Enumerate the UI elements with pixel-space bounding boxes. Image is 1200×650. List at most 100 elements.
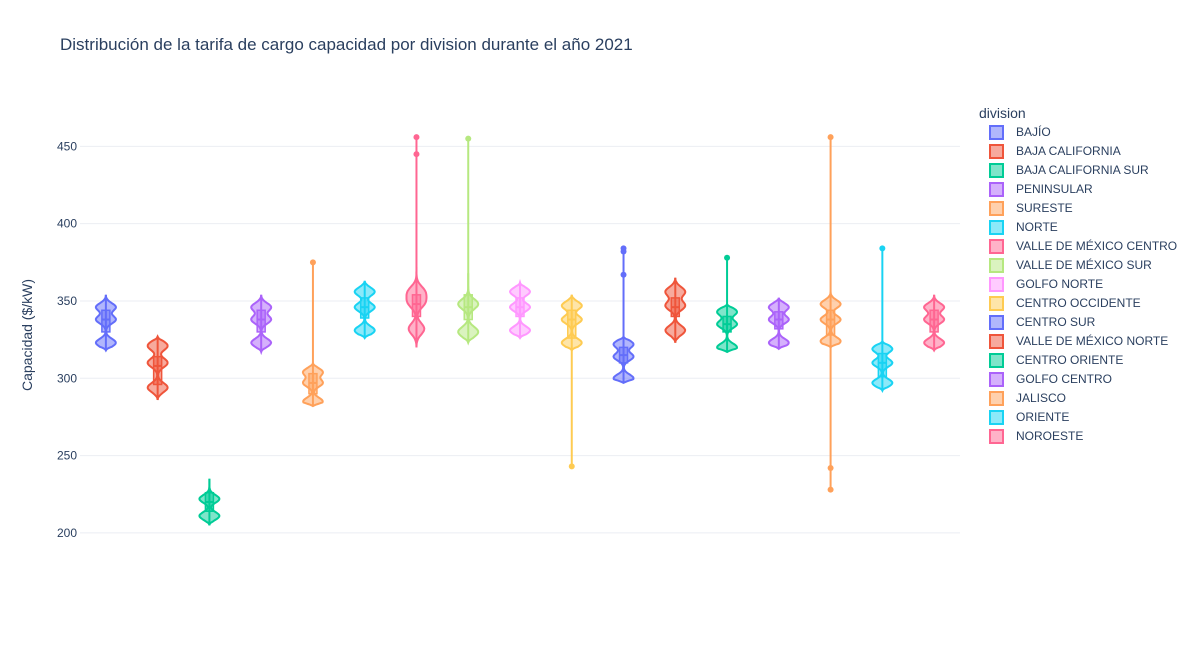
violin-centro-occidente[interactable] [560,294,583,470]
legend-swatch [989,410,1004,425]
violin-jalisco[interactable] [819,134,842,493]
violin-valle-de-méxico-norte[interactable] [664,277,687,343]
legend-item-bajío[interactable]: BAJÍO [989,124,1051,140]
violin-valle-de-méxico-centro[interactable] [405,134,428,348]
violin-box [929,309,939,333]
legend-swatch [989,315,1004,330]
legend-item-jalisco[interactable]: JALISCO [989,391,1066,406]
legend-item-valle-de-méxico-sur[interactable]: VALLE DE MÉXICO SUR [989,257,1152,273]
legend-label: GOLFO NORTE [1016,277,1103,291]
outlier-point[interactable] [724,254,731,261]
legend-swatch [989,144,1004,159]
outlier-point[interactable] [568,463,575,470]
outlier-point[interactable] [879,245,886,252]
legend-item-oriente[interactable]: ORIENTE [989,410,1069,425]
legend-item-centro-sur[interactable]: CENTRO SUR [989,315,1096,330]
violin-baja-california-sur[interactable] [198,478,221,526]
violin-baja-california[interactable] [146,334,169,401]
outlier-point[interactable] [620,245,627,252]
legend-item-golfo-norte[interactable]: GOLFO NORTE [989,277,1103,292]
legend-swatch [989,353,1004,368]
violin-box [825,309,836,336]
y-tick-label: 250 [57,449,77,463]
legend-label: CENTRO SUR [1016,315,1096,329]
legend-label: CENTRO OCCIDENTE [1016,296,1141,310]
violin-box [411,294,422,318]
violins [94,134,946,526]
legend-item-baja-california[interactable]: BAJA CALIFORNIA [989,144,1121,159]
legend-item-valle-de-méxico-centro[interactable]: VALLE DE MÉXICO CENTRO [989,238,1177,254]
violin-peninsular[interactable] [250,294,273,356]
legend-label: SURESTE [1016,201,1073,215]
legend-item-centro-oriente[interactable]: CENTRO ORIENTE [989,353,1123,368]
chart-title: Distribución de la tarifa de cargo capac… [60,35,633,54]
violin-centro-sur[interactable] [612,245,635,385]
violin-box [101,309,111,333]
legend-swatch [989,125,1004,140]
legend-item-sureste[interactable]: SURESTE [989,201,1073,216]
violin-centro-oriente[interactable] [716,254,739,354]
violin-box [256,309,266,333]
outlier-point[interactable] [620,271,627,278]
legend-item-peninsular[interactable]: PENINSULAR [989,182,1093,197]
outlier-point[interactable] [827,486,834,493]
violin-box [877,352,888,378]
legend-label: JALISCO [1016,391,1066,405]
legend-swatch [989,277,1004,292]
legend-item-centro-occidente[interactable]: CENTRO OCCIDENTE [989,296,1141,311]
legend[interactable]: division BAJÍO BAJA CALIFORNIA BAJA CALIFO… [979,105,1177,444]
violin-golfo-centro[interactable] [767,297,790,351]
legend-label: NOROESTE [1016,429,1083,443]
legend-swatch [989,334,1004,349]
legend-title: division [979,105,1026,121]
legend-swatch [989,391,1004,406]
outlier-point[interactable] [465,135,472,142]
violin-valle-de-méxico-sur[interactable] [457,135,480,346]
outlier-point[interactable] [413,134,420,141]
legend-swatch [989,182,1004,197]
violin-box [567,309,577,339]
legend-swatch [989,220,1004,235]
legend-label: NORTE [1016,220,1058,234]
legend-swatch [989,239,1004,254]
legend-item-golfo-centro[interactable]: GOLFO CENTRO [989,372,1112,387]
legend-swatch [989,296,1004,311]
legend-swatch [989,429,1004,444]
legend-item-valle-de-méxico-norte[interactable]: VALLE DE MÉXICO NORTE [989,333,1168,349]
outlier-point[interactable] [827,134,834,141]
violin-golfo-norte[interactable] [508,278,532,340]
legend-label: BAJA CALIFORNIA [1016,144,1121,158]
y-tick-label: 350 [57,294,77,308]
y-tick-label: 200 [57,526,77,540]
outlier-point[interactable] [309,259,316,266]
legend-item-noroeste[interactable]: NOROESTE [989,429,1083,444]
legend-label: ORIENTE [1016,410,1069,424]
legend-swatch [989,163,1004,178]
violin-sureste[interactable] [301,259,324,408]
y-tick-label: 300 [57,371,77,385]
legend-label: VALLE DE MÉXICO SUR [1016,257,1152,272]
gridlines [80,145,960,534]
legend-label: PENINSULAR [1016,182,1093,196]
legend-label: VALLE DE MÉXICO NORTE [1016,333,1168,348]
legend-swatch [989,372,1004,387]
outlier-point[interactable] [413,151,420,158]
legend-item-norte[interactable]: NORTE [989,220,1058,235]
legend-item-baja-california-sur[interactable]: BAJA CALIFORNIA SUR [989,163,1149,178]
violin-oriente[interactable] [871,245,894,393]
y-tick-label: 400 [57,217,77,231]
violin-bajío[interactable] [94,294,117,353]
y-axis: 200 250 300 350 400 450 [57,139,77,540]
legend-label: GOLFO CENTRO [1016,372,1112,386]
y-tick-label: 450 [57,139,77,153]
legend-swatch [989,258,1004,273]
legend-swatch [989,201,1004,216]
violin-noroeste[interactable] [923,294,946,353]
legend-label: CENTRO ORIENTE [1016,353,1123,367]
violin-box [152,355,163,386]
legend-label: BAJA CALIFORNIA SUR [1016,163,1149,177]
outlier-point[interactable] [827,464,834,471]
y-axis-title: Capacidad ($/kW) [19,279,35,391]
violin-norte[interactable] [353,280,376,340]
